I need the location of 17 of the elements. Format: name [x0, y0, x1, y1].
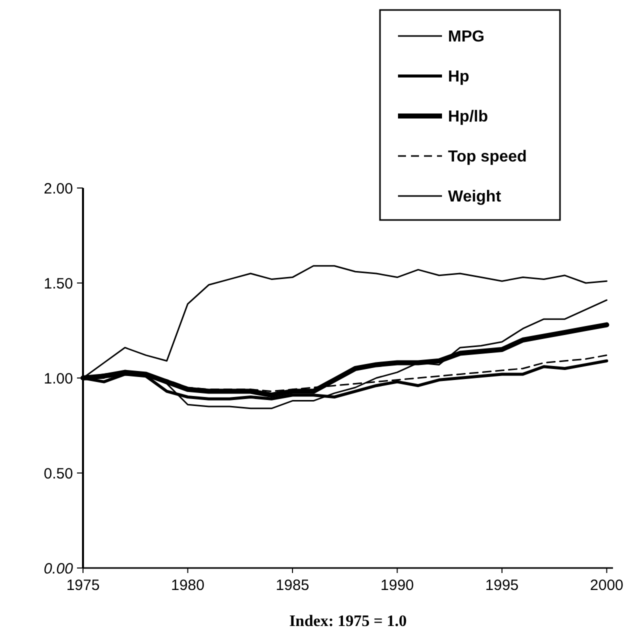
legend-label: Hp/lb — [448, 108, 488, 126]
y-tick-label: 1.50 — [44, 275, 73, 292]
x-tick-label: 1975 — [66, 577, 100, 594]
legend-label: Weight — [448, 188, 502, 206]
x-tick-label: 1980 — [171, 577, 204, 594]
y-tick-label: 0.50 — [44, 465, 73, 482]
x-tick-label: 1995 — [485, 577, 519, 594]
legend-label: Top speed — [448, 148, 527, 166]
x-tick-label: 1990 — [380, 577, 414, 594]
y-tick-label: 0.00 — [44, 560, 74, 578]
x-axis-title: Index: 1975 = 1.0 — [289, 613, 407, 630]
legend-label: MPG — [448, 28, 484, 46]
x-tick-label: 1985 — [276, 577, 310, 594]
x-tick-label: 2000 — [590, 577, 624, 594]
y-tick-label: 2.00 — [44, 180, 73, 198]
legend-label: Hp — [448, 68, 470, 86]
y-tick-label: 1.00 — [44, 370, 73, 388]
